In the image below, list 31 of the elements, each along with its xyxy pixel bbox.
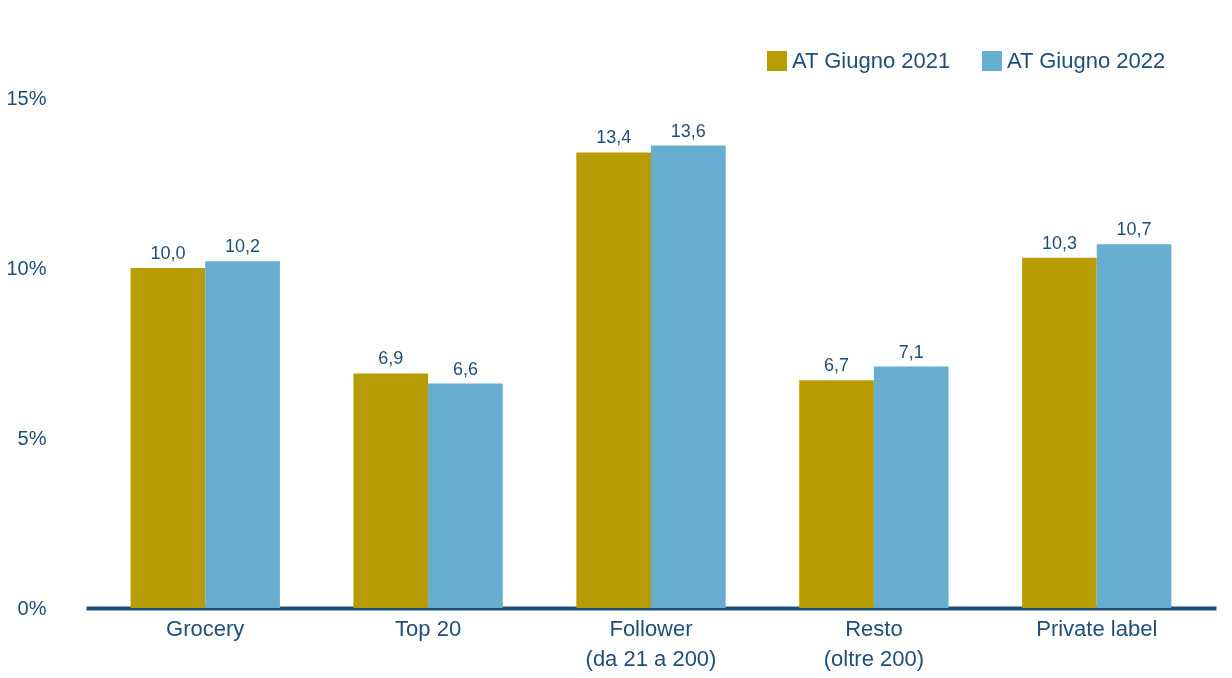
data-label: 6,6 xyxy=(452,358,478,379)
data-label: 10,2 xyxy=(225,236,261,257)
x-tick-label: Grocery xyxy=(166,615,245,641)
x-tick-label: Top 20 xyxy=(395,615,462,641)
bar xyxy=(428,383,503,608)
data-label: 7,1 xyxy=(898,341,924,362)
data-label: 10,7 xyxy=(1116,219,1152,240)
y-tick-label: 5% xyxy=(17,426,47,449)
legend-label: AT Giugno 2021 xyxy=(792,48,951,73)
y-tick-label: 15% xyxy=(6,86,47,109)
bar xyxy=(576,152,651,608)
bar xyxy=(1096,244,1172,608)
data-label: 10,0 xyxy=(150,243,186,263)
x-tick-label: Follower (da 21 a 200) xyxy=(585,615,717,671)
bar xyxy=(651,145,726,608)
legend-label: AT Giugno 2022 xyxy=(1007,48,1166,73)
data-label: 6,7 xyxy=(824,355,850,376)
bar xyxy=(353,373,429,608)
y-tick-label: 0% xyxy=(17,596,47,619)
data-label: 6,9 xyxy=(378,348,404,369)
bar xyxy=(205,261,280,608)
bar xyxy=(130,268,206,608)
x-tick-label: Resto (oltre 200) xyxy=(823,615,925,671)
bar xyxy=(873,366,949,608)
bar xyxy=(1022,257,1097,608)
data-label: 13,4 xyxy=(596,127,632,148)
data-label: 13,6 xyxy=(670,120,706,141)
bar xyxy=(799,380,874,608)
x-tick-label: Private label xyxy=(1036,615,1158,641)
data-label: 10,3 xyxy=(1041,232,1077,253)
y-tick-label: 10% xyxy=(6,256,47,279)
